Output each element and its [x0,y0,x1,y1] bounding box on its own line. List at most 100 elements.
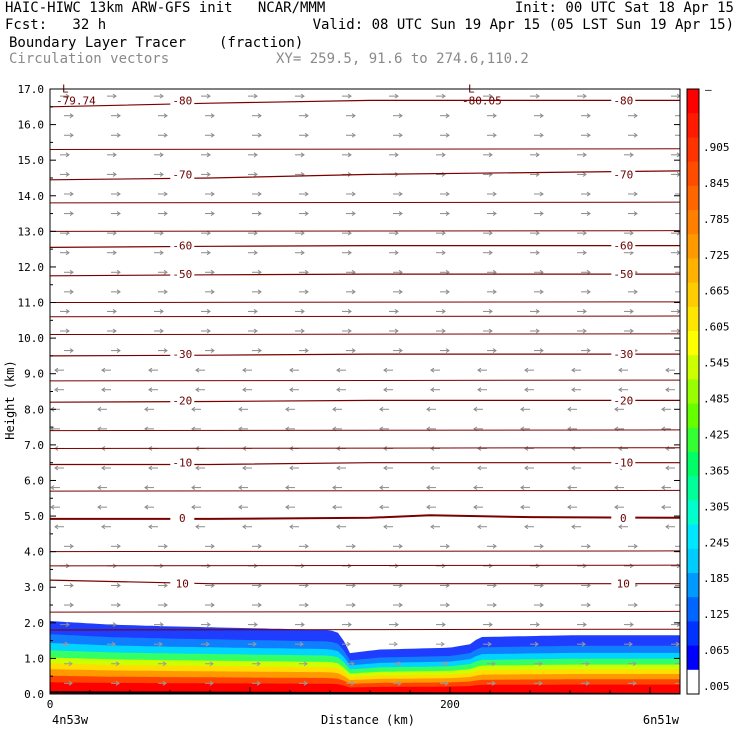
wind-vector [299,113,309,119]
wind-vector [346,661,355,667]
wind-vector [60,641,69,647]
wind-vector [111,543,121,549]
colorbar: – .905 .845 .785 .725 .665 .605 .545 .485 .425 .36… [686,83,730,695]
wind-vector [201,230,211,236]
wind-vector [379,485,389,491]
wind-vector [111,348,121,353]
wind-vector [154,171,164,177]
wind-vector [577,93,587,99]
wind-vector [238,406,248,412]
wind-vector [299,348,309,353]
wind-vector [111,113,121,119]
wind-vector [154,230,164,236]
wind-vector [393,191,403,197]
wind-vector [440,602,450,608]
colorbar-swatch [687,621,699,647]
wind-vector [487,680,496,686]
wind-vector [295,622,305,628]
wind-vector [440,543,450,549]
wind-vector [60,328,70,334]
wind-vector [201,622,211,628]
wind-vector [60,309,70,314]
wind-vector [577,622,587,628]
low-value: -79.74 [56,95,96,108]
wind-vector [534,289,544,295]
wind-vector [581,680,590,686]
wind-vector [97,504,107,510]
colorbar-label: .545 [703,357,730,370]
wind-vector [107,152,117,158]
wind-vector [101,367,111,373]
wind-vector [487,602,497,608]
wind-vector [205,348,215,353]
wind-vector [201,309,211,314]
wind-vector [393,543,403,549]
wind-vector [289,367,299,373]
wind-vector [436,309,446,314]
wind-vector [60,93,70,99]
wind-vector [195,387,205,393]
wind-vector [54,465,64,471]
wind-vector [158,602,168,608]
wind-vector [205,211,215,216]
wind-vector [346,191,356,197]
wind-vector [675,661,680,666]
contour--30 [49,353,680,357]
wind-vector [191,504,201,510]
wind-vector [342,328,352,334]
colorbar-swatch [687,234,699,259]
wind-vector [336,367,346,373]
isoline [50,429,680,432]
wind-vector [111,211,121,216]
wind-vector [628,289,638,295]
wind-vector [64,113,74,119]
colorbar-label: .725 [703,249,730,262]
wind-vector [534,680,543,686]
wind-vector [577,171,587,177]
wind-vector [252,348,262,353]
wind-vector [158,132,168,138]
wind-vector [205,680,214,686]
header-init: Init: 00 UTC Sat 18 Apr 15 [514,0,734,16]
colorbar-swatch [687,89,699,114]
wind-vector [440,211,450,216]
y-tick-label: 1.0 [24,652,44,665]
wind-vector [242,367,252,373]
low-value: -80.05 [462,95,502,108]
wind-vector [671,152,680,158]
wind-vector [252,543,262,549]
wind-vector [426,485,436,491]
wind-vector [238,485,248,491]
wind-vector [389,152,399,158]
wind-vector [671,171,680,177]
contour-label: 0 [179,512,186,525]
wind-vector [530,309,540,314]
isoline [50,628,680,631]
colorbar-swatch [687,403,699,429]
wind-vector [252,289,262,295]
wind-vector [436,230,446,236]
wind-vector [567,406,577,412]
colorbar-swatch [687,258,699,284]
wind-vector [436,93,446,99]
isoline [50,447,680,449]
colorbar-swatch [687,669,699,695]
wind-vector [205,191,215,197]
wind-vector [158,680,167,686]
wind-vector [252,602,262,608]
header-forecast: Fcst: 32 h [5,17,107,33]
wind-vector [346,348,356,353]
wind-vector [289,465,299,471]
wind-vector [530,563,540,569]
wind-vector [473,485,483,491]
colorbar-swatch [687,185,699,211]
wind-vector [389,93,399,99]
wind-vector [107,250,117,256]
wind-vector [534,113,544,119]
wind-vector [107,171,117,177]
wind-vector [289,524,299,530]
wind-vector [571,465,581,471]
wind-vector [624,328,634,334]
y-tick-label: 12.0 [18,261,45,274]
